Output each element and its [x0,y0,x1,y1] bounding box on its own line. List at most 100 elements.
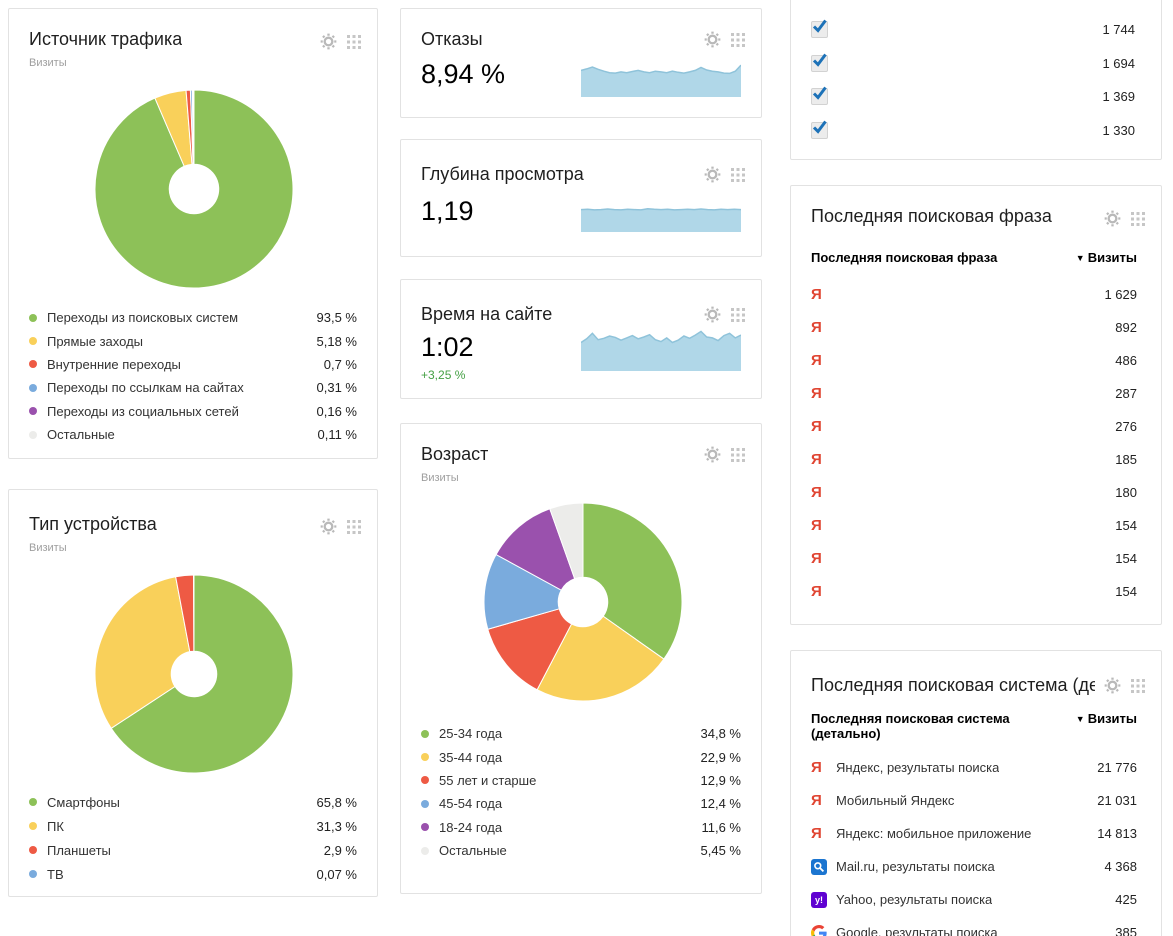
legend-value: 65,8 % [316,794,357,810]
widget-last-search-phrase: Последняя поисковая фраза Последняя поис… [790,185,1162,625]
drag-handle-icon[interactable] [347,519,361,534]
traffic-source-donut-chart[interactable] [94,89,294,289]
yandex-icon: Я [811,285,822,303]
legend-item[interactable]: 25-34 года 34,8 % [421,722,741,745]
widget-checked-list: 1 744 1 694 1 369 1 330 [790,0,1162,160]
column-header-engine[interactable]: Последняя поисковая система (детально) [811,711,1010,741]
gear-icon[interactable] [704,446,721,463]
mailru-icon [811,858,827,875]
engine-link[interactable]: Яндекс: мобильное приложение [836,826,1032,841]
table-row: Mail.ru, результаты поиска 4 368 [811,850,1137,883]
legend-label: Смартфоны [47,794,120,810]
row-value: 425 [1115,892,1137,907]
engine-link[interactable]: Google, результаты поиска [836,925,998,936]
age-donut-chart[interactable] [483,502,683,702]
sort-desc-icon: ▼ [1075,714,1085,724]
legend-item[interactable]: Смартфоны 65,8 % [29,790,357,814]
legend-value: 22,9 % [700,749,741,765]
legend-value: 34,8 % [700,726,741,742]
legend-color-dot [29,313,37,322]
row-value: 154 [1115,551,1137,566]
table-row: 1 330 [811,114,1135,148]
row-value: 276 [1115,419,1137,434]
gear-icon[interactable] [704,31,721,48]
legend-label: 25-34 года [439,726,503,742]
kpi-delta: +3,25 % [421,368,466,382]
legend-value: 5,18 % [316,333,357,349]
engine-link[interactable]: Мобильный Яндекс [836,793,955,808]
column-header-visits-sort[interactable]: ▼ Визиты [1075,250,1137,265]
legend-value: 93,5 % [316,310,357,326]
legend-item[interactable]: 18-24 года 11,6 % [421,816,741,839]
legend-value: 12,9 % [700,772,741,788]
device-type-donut-chart[interactable] [94,574,294,774]
checkbox-checked[interactable] [811,19,828,39]
drag-handle-icon[interactable] [731,167,745,182]
row-value: 385 [1115,925,1137,936]
legend-value: 12,4 % [700,796,741,812]
legend-item[interactable]: Внутренние переходы 0,7 % [29,353,357,376]
table-row: Я 276 [811,410,1137,443]
yandex-icon: Я [811,549,822,567]
legend-value: 0,16 % [316,403,357,419]
legend-label: 45-54 года [439,796,503,812]
gear-icon[interactable] [320,33,337,50]
column-header-visits-sort[interactable]: ▼ Визиты [1075,711,1137,726]
legend-color-dot [29,337,37,346]
drag-handle-icon[interactable] [731,307,745,322]
yandex-icon: Я [811,758,822,776]
checkbox-checked[interactable] [811,86,828,106]
legend-color-dot [29,870,37,878]
legend-item[interactable]: Переходы из социальных сетей 0,16 % [29,400,357,423]
drag-handle-icon[interactable] [347,34,361,49]
legend-item[interactable]: 55 лет и старше 12,9 % [421,769,741,792]
row-value: 1 330 [1102,122,1135,138]
widget-bounces: Отказы 8,94 % [400,8,762,118]
legend-item[interactable]: Переходы по ссылкам на сайтах 0,31 % [29,376,357,399]
engine-link[interactable]: Mail.ru, результаты поиска [836,859,995,874]
legend-item[interactable]: ТВ 0,07 % [29,862,357,886]
row-value: 287 [1115,386,1137,401]
drag-handle-icon[interactable] [1131,678,1145,693]
table-row: Я 154 [811,575,1137,608]
row-value: 1 694 [1102,55,1135,71]
drag-handle-icon[interactable] [1131,211,1145,226]
row-value: 1 629 [1104,287,1137,302]
age-legend: 25-34 года 34,8 % 35-44 года 22,9 % 55 лет… [421,722,741,862]
legend-item[interactable]: ПК 31,3 % [29,814,357,838]
row-value: 21 776 [1097,760,1137,775]
legend-item[interactable]: Прямые заходы 5,18 % [29,329,357,352]
checkbox-checked[interactable] [811,120,828,139]
table-row: y! Yahoo, результаты поиска 425 [811,883,1137,916]
engine-link[interactable]: Яндекс, результаты поиска [836,760,1000,775]
checked-rows: 1 744 1 694 1 369 1 330 [811,13,1135,147]
widget-device-type: Тип устройства Визиты Смартфоны 65,8 % ПК… [8,489,378,897]
time-sparkline-chart [581,330,741,371]
engine-link[interactable]: Yahoo, результаты поиска [836,892,993,907]
checkbox-checked[interactable] [811,53,828,72]
gear-icon[interactable] [704,306,721,323]
yandex-icon: Я [811,791,822,809]
legend-item[interactable]: Остальные 5,45 % [421,839,741,862]
legend-item[interactable]: 45-54 года 12,4 % [421,792,741,815]
legend-item[interactable]: Переходы из поисковых систем 93,5 % [29,306,357,329]
widget-title: Источник трафика [29,29,183,49]
legend-value: 0,31 % [316,380,357,396]
drag-handle-icon[interactable] [731,447,745,462]
drag-handle-icon[interactable] [731,32,745,47]
yahoo-icon: y! [811,891,827,908]
row-value: 892 [1115,320,1137,335]
gear-icon[interactable] [704,166,721,183]
legend-item[interactable]: Остальные 0,11 % [29,423,357,446]
legend-label: Переходы из социальных сетей [47,403,239,419]
legend-color-dot [29,383,37,392]
legend-item[interactable]: 35-44 года 22,9 % [421,745,741,768]
table-row: 1 694 [811,47,1135,81]
gear-icon[interactable] [1104,677,1121,694]
gear-icon[interactable] [1104,210,1121,227]
legend-label: Переходы по ссылкам на сайтах [47,380,244,396]
table-row: Я 892 [811,311,1137,344]
legend-item[interactable]: Планшеты 2,9 % [29,838,357,862]
gear-icon[interactable] [320,518,337,535]
column-header-phrase[interactable]: Последняя поисковая фраза [811,250,998,265]
